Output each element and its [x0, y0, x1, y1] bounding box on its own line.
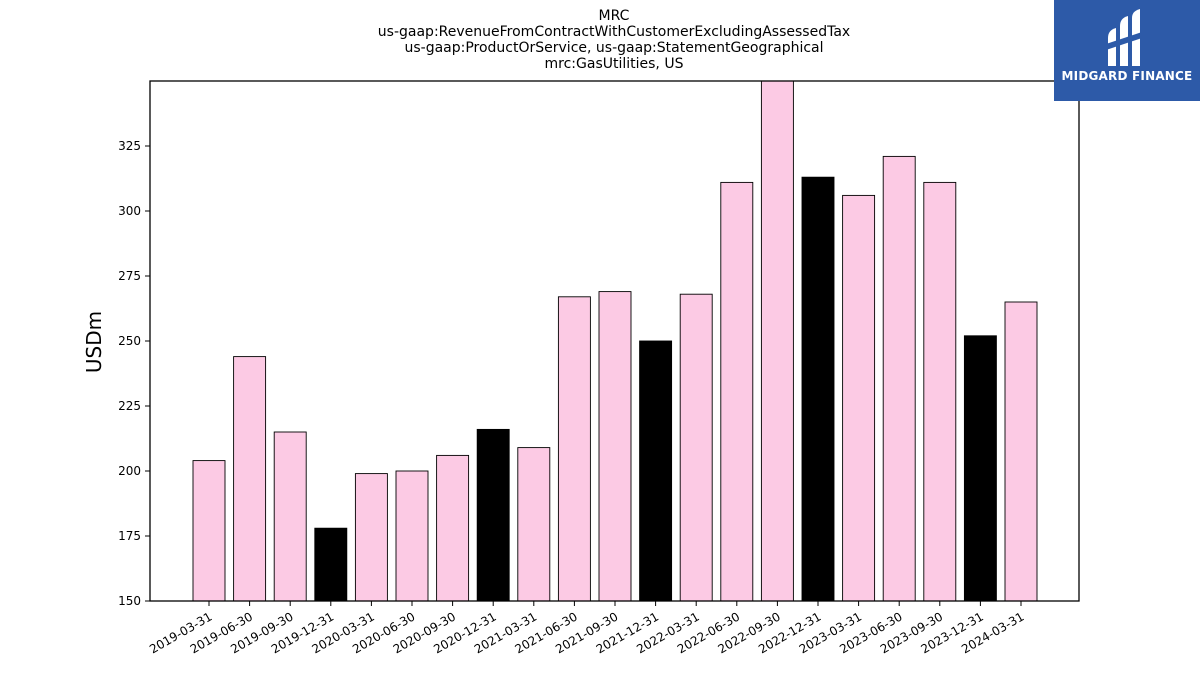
bar-2021-03-31 [517, 447, 551, 602]
chart-title-line-1: MRC [599, 8, 630, 24]
chart-title-line-2: us-gaap:RevenueFromContractWithCustomerE… [378, 24, 850, 40]
bar-2020-06-30 [395, 470, 429, 602]
bar-2022-03-31 [679, 293, 713, 602]
bar-2020-03-31 [354, 473, 388, 602]
chart-title-line-3: us-gaap:ProductOrService, us-gaap:Statem… [404, 40, 823, 56]
bar-2019-09-30 [273, 431, 307, 602]
y-tick-label: 225 [118, 399, 141, 413]
bar-2022-12-31 [801, 176, 835, 602]
y-tick-label: 250 [118, 334, 141, 348]
bar-2023-06-30 [882, 155, 916, 602]
y-axis-ticks: 150 175 200 225 250 275 300 325 [118, 139, 150, 608]
bar-2024-03-31 [1004, 301, 1038, 602]
y-tick-label: 175 [118, 529, 141, 543]
bar-2021-12-31 [639, 340, 673, 602]
bars-group [192, 80, 1038, 602]
midgard-finance-logo: MIDGARD FINANCE [1054, 0, 1200, 101]
chart-title-line-4: mrc:GasUtilities, US [545, 56, 684, 72]
bar-2023-03-31 [842, 194, 876, 602]
bar-2019-06-30 [233, 356, 267, 602]
bar-2021-06-30 [557, 296, 591, 602]
bar-2021-09-30 [598, 291, 632, 602]
chart-title: MRC us-gaap:RevenueFromContractWithCusto… [378, 8, 850, 72]
y-tick-label: 325 [118, 139, 141, 153]
bar-2019-03-31 [192, 460, 226, 602]
bar-2019-12-31 [314, 527, 348, 602]
logo-text: MIDGARD FINANCE [1061, 69, 1193, 83]
y-axis-label: USDm [82, 311, 106, 373]
bar-2023-09-30 [923, 181, 957, 602]
bar-2022-09-30 [760, 80, 794, 602]
y-tick-label: 200 [118, 464, 141, 478]
bar-2020-12-31 [476, 428, 510, 602]
plot-frame [149, 80, 1080, 602]
bar-2023-12-31 [963, 335, 997, 602]
bar-2020-09-30 [436, 454, 470, 602]
bar-2022-06-30 [720, 181, 754, 602]
x-axis-ticks: 2019-03-312019-06-302019-09-302019-12-31… [147, 601, 1027, 656]
midgard-logo-icon [1106, 9, 1142, 66]
y-tick-label: 275 [118, 269, 141, 283]
y-tick-label: 150 [118, 594, 141, 608]
y-tick-label: 300 [118, 204, 141, 218]
